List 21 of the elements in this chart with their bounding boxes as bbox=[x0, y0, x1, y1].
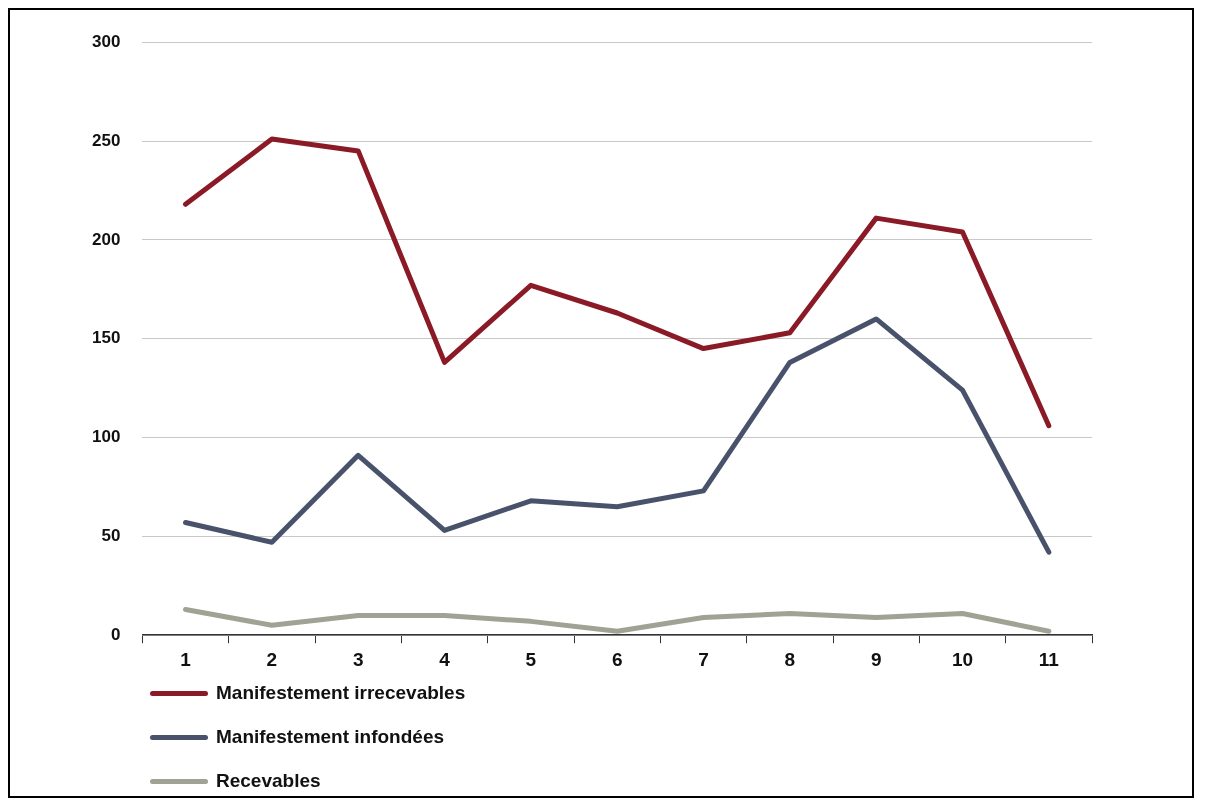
legend-label: Manifestement infondées bbox=[216, 726, 445, 748]
y-tick-label: 200 bbox=[91, 229, 121, 249]
x-tick-label: 1 bbox=[180, 648, 192, 670]
legend-label: Manifestement irrecevables bbox=[216, 682, 466, 704]
legend-label: Recevables bbox=[216, 770, 321, 792]
y-tick-label: 250 bbox=[91, 130, 121, 150]
x-tick-label: 6 bbox=[611, 648, 623, 670]
x-tick-label: 10 bbox=[951, 648, 974, 670]
y-tick-label: 150 bbox=[91, 328, 121, 348]
x-tick-label: 4 bbox=[439, 648, 451, 670]
x-tick-label: 5 bbox=[525, 648, 537, 670]
y-tick-label: 0 bbox=[110, 624, 121, 644]
x-tick-label: 7 bbox=[698, 648, 709, 670]
x-tick-label: 8 bbox=[784, 648, 796, 670]
x-tick-label: 3 bbox=[352, 648, 364, 670]
y-tick-label: 50 bbox=[101, 526, 121, 546]
x-tick-label: 2 bbox=[266, 648, 278, 670]
x-tick-label: 11 bbox=[1038, 648, 1060, 670]
y-tick-label: 100 bbox=[91, 427, 121, 447]
y-tick-label: 300 bbox=[91, 31, 121, 51]
x-tick-label: 9 bbox=[870, 648, 882, 670]
